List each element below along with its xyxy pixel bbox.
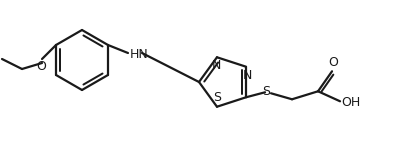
Text: O: O <box>36 60 46 73</box>
Text: OH: OH <box>341 96 360 109</box>
Text: S: S <box>213 91 221 104</box>
Text: S: S <box>262 85 270 98</box>
Text: HN: HN <box>130 48 149 61</box>
Text: N: N <box>211 59 221 72</box>
Text: O: O <box>328 56 338 69</box>
Text: N: N <box>242 69 252 82</box>
